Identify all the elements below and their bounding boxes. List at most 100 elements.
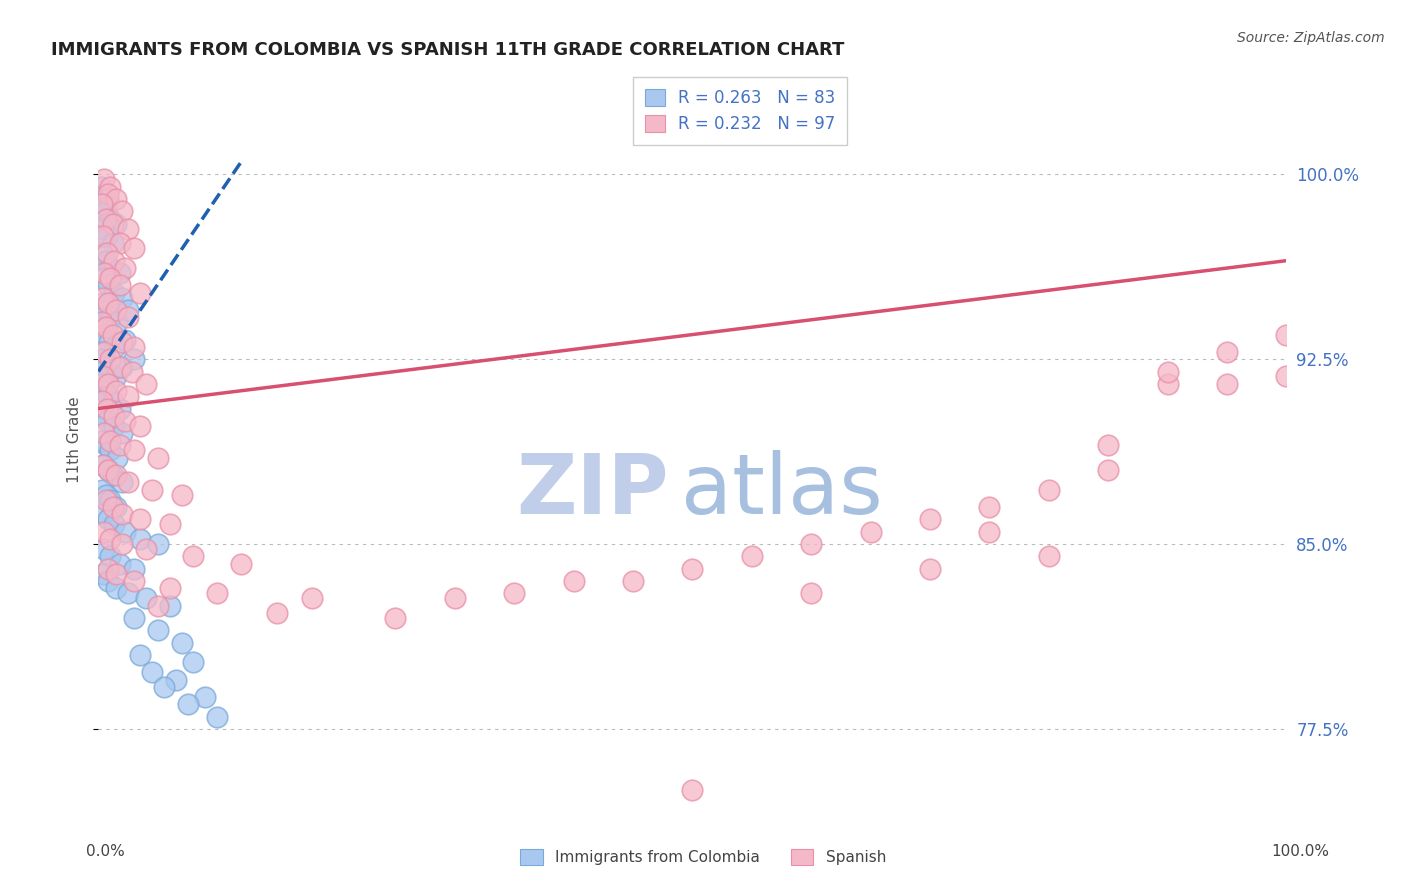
Point [93,172,115,186]
Point [503,586,526,600]
Point [91,508,114,522]
Point [146,537,169,551]
Point [122,574,145,588]
Point [1275,327,1298,342]
Point [105,468,128,483]
Text: Source: ZipAtlas.com: Source: ZipAtlas.com [1237,31,1385,45]
Point [129,648,152,662]
Point [103,409,125,423]
Point [94,320,117,334]
Point [117,302,139,317]
Point [93,327,115,342]
Point [96,246,118,260]
Point [98,492,121,507]
Point [117,586,139,600]
Point [229,557,252,571]
Point [111,204,134,219]
Point [1097,438,1119,452]
Point [93,384,115,399]
Point [107,315,129,329]
Point [90,179,112,194]
Point [98,260,121,275]
Point [108,278,131,293]
Point [800,537,823,551]
Point [108,266,131,280]
Point [97,463,120,477]
Point [96,401,118,416]
Point [122,443,145,458]
Point [91,394,114,409]
Point [93,266,115,280]
Point [105,369,128,384]
Point [91,352,114,367]
Point [681,562,703,576]
Point [146,450,169,465]
Point [91,295,114,310]
Point [101,217,124,231]
Point [105,582,128,596]
Point [94,492,117,507]
Point [97,278,120,293]
Point [141,665,163,680]
Text: 100.0%: 100.0% [1271,845,1330,859]
Point [111,537,134,551]
Text: IMMIGRANTS FROM COLOMBIA VS SPANISH 11TH GRADE CORRELATION CHART: IMMIGRANTS FROM COLOMBIA VS SPANISH 11TH… [51,41,844,59]
Legend: R = 0.263   N = 83, R = 0.232   N = 97: R = 0.263 N = 83, R = 0.232 N = 97 [633,77,846,145]
Point [108,438,131,452]
Point [94,204,117,219]
Point [159,599,181,613]
Point [111,508,134,522]
Point [94,488,117,502]
Point [117,221,139,235]
Point [111,359,134,374]
Point [101,327,124,342]
Point [93,271,115,285]
Point [96,229,118,244]
Point [91,221,114,235]
Point [91,434,114,448]
Point [98,365,121,379]
Point [91,458,114,473]
Point [98,549,121,564]
Point [117,389,139,403]
Point [104,340,127,354]
Point [97,376,120,391]
Point [122,611,145,625]
Point [101,236,124,251]
Point [97,389,120,403]
Point [122,562,145,576]
Point [98,211,121,226]
Point [101,394,124,409]
Point [121,365,143,379]
Point [93,187,115,202]
Point [96,414,118,428]
Point [105,384,128,399]
Point [114,333,136,347]
Point [111,334,134,349]
Point [165,673,187,687]
Point [98,271,121,285]
Point [205,586,228,600]
Point [194,690,217,704]
Point [107,450,129,465]
Point [98,532,121,546]
Point [920,562,942,576]
Point [1097,463,1119,477]
Point [979,524,1001,539]
Point [98,434,121,448]
Point [98,334,121,349]
Point [105,302,128,317]
Point [103,418,125,433]
Point [117,310,139,325]
Point [105,192,128,206]
Point [94,253,117,268]
Point [621,574,644,588]
Point [105,217,128,231]
Point [108,236,131,251]
Point [129,418,152,433]
Point [108,359,131,374]
Point [94,211,117,226]
Point [111,475,134,490]
Text: 0.0%: 0.0% [86,845,125,859]
Point [91,369,114,384]
